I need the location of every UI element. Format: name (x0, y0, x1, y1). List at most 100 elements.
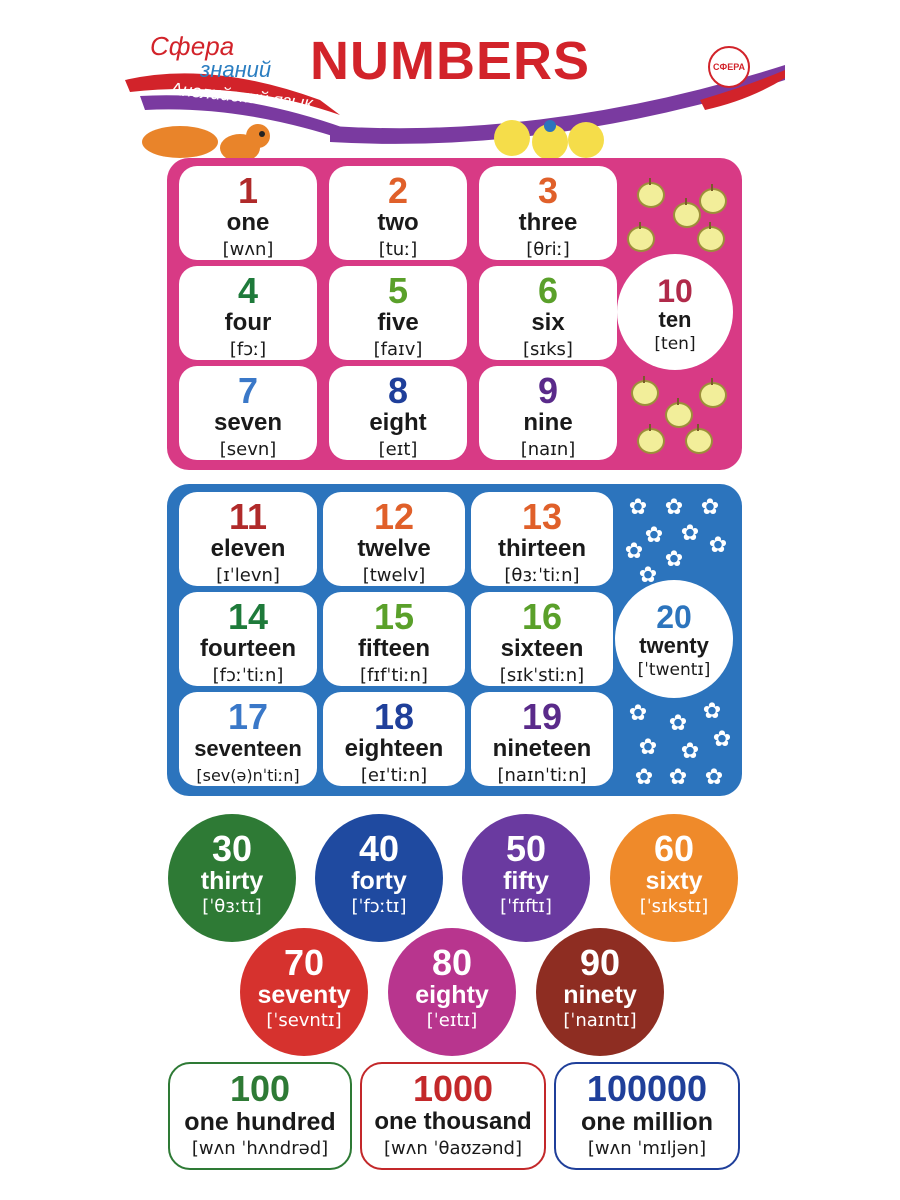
number-transcription: [eɪˈtiːn] (360, 765, 428, 786)
flower-icon: ✿ (702, 698, 722, 723)
number-word: thirty (200, 867, 264, 895)
number-word: eighteen (344, 735, 444, 762)
number-value: 9 (537, 370, 559, 411)
flower-icon: ✿ (680, 738, 700, 763)
number-card-20: 20 twenty [ˈtwentɪ] (615, 580, 733, 698)
number-card-3: 3 three [θriː] (479, 166, 617, 260)
brand-logo: Сфера знаний (150, 31, 271, 82)
number-transcription: [sevn] (219, 439, 277, 460)
apple-icon (627, 222, 655, 252)
number-card-11: 11 eleven [ɪˈlevn] (179, 492, 317, 586)
number-transcription: [eɪt] (378, 439, 418, 460)
number-word: twenty (639, 633, 709, 658)
number-transcription: [ˈfɪftɪ] (500, 896, 552, 917)
number-word: six (531, 309, 565, 336)
number-card-10: 10 ten [ten] (617, 254, 733, 370)
flower-icon: ✿ (708, 532, 728, 557)
number-transcription: [ˈfɔːtɪ] (351, 896, 407, 917)
number-value: 90 (579, 942, 621, 983)
number-word: nine (523, 409, 573, 436)
number-value: 40 (358, 828, 400, 869)
number-value: 3 (537, 170, 559, 211)
number-word: eleven (210, 535, 286, 562)
number-value: 15 (373, 596, 415, 637)
number-transcription: [fɔː] (229, 339, 267, 360)
number-value: 8 (387, 370, 409, 411)
number-value: 4 (237, 270, 259, 311)
page-title: NUMBERS (309, 31, 590, 91)
apple-icon (637, 178, 665, 208)
publisher-logo: СФЕРА (708, 46, 750, 88)
number-transcription: [ˈeɪtɪ] (426, 1010, 478, 1031)
number-transcription: [ten] (654, 334, 696, 354)
flower-icon: ✿ (638, 734, 658, 759)
number-value: 7 (237, 370, 259, 411)
number-transcription: [fɔːˈtiːn] (212, 665, 284, 686)
number-card-14: 14 fourteen [fɔːˈtiːn] (179, 592, 317, 686)
number-value: 11 (228, 496, 268, 537)
apple-icon (637, 424, 665, 454)
number-card-7: 7 seven [sevn] (179, 366, 317, 460)
number-value: 18 (373, 696, 415, 737)
number-word: one hundred (184, 1108, 336, 1136)
number-word: one thousand (374, 1108, 532, 1135)
number-value: 50 (505, 828, 547, 869)
flower-icon: ✿ (634, 764, 654, 789)
number-word: two (377, 209, 419, 236)
number-word: fourteen (200, 635, 296, 662)
number-value: 100 (229, 1068, 291, 1109)
number-circle-90: 90 ninety [ˈnaɪntɪ] (536, 928, 664, 1056)
number-value: 30 (211, 828, 253, 869)
flower-icon: ✿ (664, 494, 684, 519)
number-value: 6 (537, 270, 559, 311)
flower-icon: ✿ (668, 764, 688, 789)
number-value: 19 (521, 696, 563, 737)
number-circle-50: 50 fifty [ˈfɪftɪ] (462, 814, 590, 942)
number-word: seventy (257, 981, 351, 1009)
number-word: fifty (503, 867, 549, 895)
number-transcription: [ɪˈlevn] (216, 565, 280, 586)
number-transcription: [sɪkˈstiːn] (499, 665, 585, 686)
apple-icon (631, 376, 659, 406)
number-word: one million (581, 1108, 713, 1136)
number-transcription: [naɪn] (520, 439, 576, 460)
number-word: twelve (357, 535, 431, 562)
number-card-19: 19 nineteen [naɪnˈtiːn] (471, 692, 613, 786)
number-box-1000: 1000 one thousand [wʌn ˈθaʊzənd] (360, 1062, 546, 1170)
number-transcription: [twelv] (362, 565, 426, 586)
number-card-4: 4 four [fɔː] (179, 266, 317, 360)
ones-panel: 1 one [wʌn] 2 two [tuː] 3 three [θriː] 4… (167, 158, 742, 470)
number-word: ten (658, 307, 692, 332)
number-circle-30: 30 thirty [ˈθɜːtɪ] (168, 814, 296, 942)
number-value: 12 (373, 496, 415, 537)
number-word: sixty (645, 867, 703, 895)
number-word: four (224, 309, 272, 336)
number-circle-80: 80 eighty [ˈeɪtɪ] (388, 928, 516, 1056)
number-value: 14 (227, 596, 269, 637)
number-transcription: [tuː] (378, 239, 418, 260)
number-card-13: 13 thirteen [θɜːˈtiːn] (471, 492, 613, 586)
apple-icon (699, 184, 727, 214)
number-transcription: [fɪfˈtiːn] (360, 665, 428, 686)
number-transcription: [θriː] (526, 239, 570, 260)
number-transcription: [ˈtwentɪ] (637, 660, 711, 680)
number-transcription: [wʌn ˈθaʊzənd] (383, 1138, 522, 1159)
number-word: three (518, 209, 578, 236)
flower-icon: ✿ (638, 562, 658, 587)
number-transcription: [wʌn ˈmɪljən] (587, 1138, 707, 1159)
number-word: fifteen (358, 635, 430, 662)
number-word: sixteen (500, 635, 584, 662)
number-card-12: 12 twelve [twelv] (323, 492, 465, 586)
number-card-5: 5 five [faɪv] (329, 266, 467, 360)
number-transcription: [wʌn] (222, 239, 274, 260)
number-box-100: 100 one hundred [wʌn ˈhʌndrəd] (168, 1062, 352, 1170)
number-transcription: [wʌn ˈhʌndrəd] (191, 1138, 329, 1159)
number-transcription: [sev(ə)nˈtiːn] (196, 766, 300, 785)
number-transcription: [ˈsevntɪ] (266, 1010, 342, 1031)
number-word: one (226, 209, 270, 236)
number-transcription: [ˈnaɪntɪ] (563, 1010, 637, 1031)
brand-line1: Сфера (150, 31, 235, 61)
number-word: seventeen (194, 736, 302, 761)
flower-icon: ✿ (628, 700, 648, 725)
number-value: 17 (227, 696, 269, 737)
